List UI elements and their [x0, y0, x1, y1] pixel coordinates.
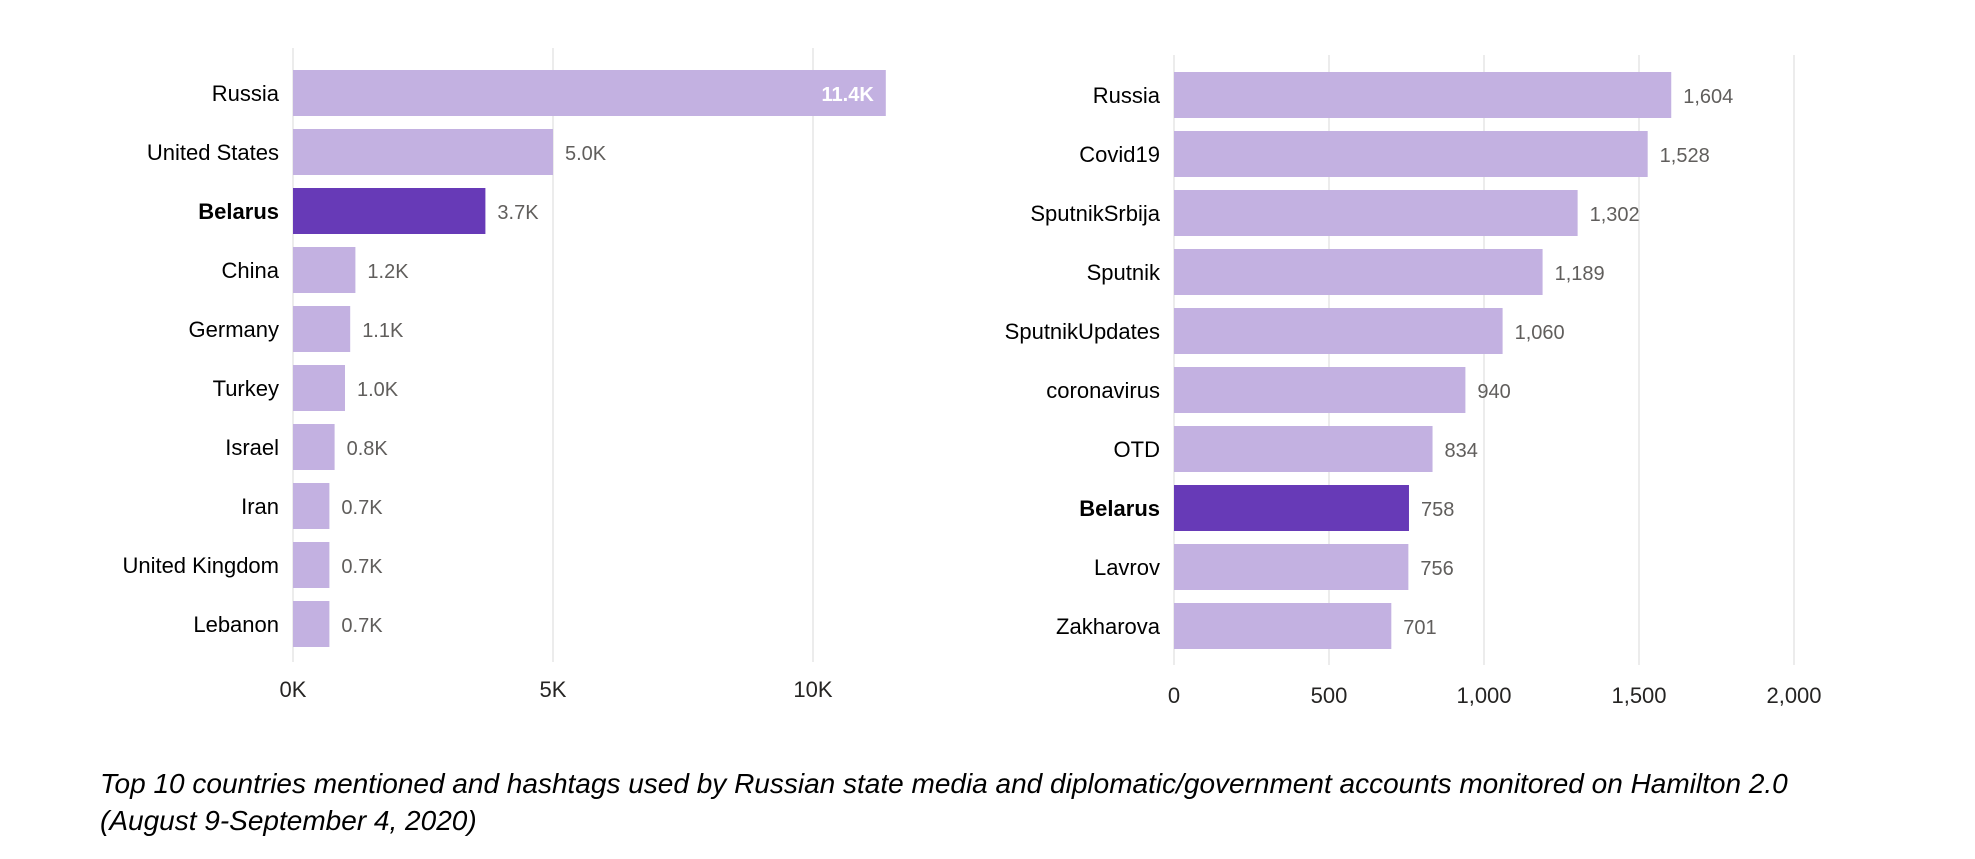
bar — [1174, 426, 1433, 472]
data-label: 1,302 — [1590, 204, 1640, 226]
data-label: 5.0K — [565, 143, 607, 165]
category-label: Zakharova — [1056, 614, 1161, 639]
bar — [293, 542, 330, 588]
category-label: Russia — [212, 81, 280, 106]
bar — [293, 129, 553, 175]
bar — [1174, 603, 1392, 649]
bar — [293, 70, 886, 116]
category-label: Belarus — [198, 199, 279, 224]
data-label: 1.2K — [367, 261, 409, 283]
x-tick-label: 2,000 — [1766, 683, 1821, 708]
data-label: 0.7K — [341, 556, 383, 578]
x-tick-label: 0K — [280, 677, 307, 702]
data-label: 0.8K — [347, 438, 389, 460]
x-tick-label: 0 — [1168, 683, 1180, 708]
x-tick-label: 10K — [793, 677, 832, 702]
category-label: Iran — [241, 494, 279, 519]
data-label: 756 — [1420, 558, 1453, 580]
x-tick-label: 500 — [1311, 683, 1348, 708]
data-label: 11.4K — [822, 84, 875, 106]
caption-line-1: Top 10 countries mentioned and hashtags … — [100, 768, 1788, 799]
category-label: Russia — [1093, 83, 1161, 108]
category-label: SputnikUpdates — [1005, 319, 1160, 344]
data-label: 834 — [1445, 440, 1478, 462]
data-label: 3.7K — [497, 202, 539, 224]
hashtags-bar-chart: 0 500 1,000 1,500 2,000 Russia 1,604 Covid19 1,5… — [1005, 55, 1822, 708]
bar — [1174, 190, 1578, 236]
data-label: 758 — [1421, 499, 1454, 521]
bar — [293, 306, 351, 352]
bar — [1174, 131, 1648, 177]
category-label: OTD — [1114, 437, 1160, 462]
bar — [1174, 544, 1409, 590]
category-label: Israel — [225, 435, 279, 460]
x-tick-label: 1,500 — [1611, 683, 1666, 708]
data-label: 1.1K — [362, 320, 404, 342]
data-label: 1.0K — [357, 379, 399, 401]
bar — [293, 365, 345, 411]
category-label: China — [222, 258, 280, 283]
category-label: Lavrov — [1094, 555, 1160, 580]
data-label: 1,189 — [1555, 263, 1605, 285]
bar — [293, 247, 356, 293]
category-label: Belarus — [1079, 496, 1160, 521]
category-label: Germany — [189, 317, 279, 342]
category-label: United States — [147, 140, 279, 165]
data-label: 0.7K — [341, 615, 383, 637]
data-label: 0.7K — [341, 497, 383, 519]
figure-caption: Top 10 countries mentioned and hashtags … — [100, 765, 1900, 839]
bar — [1174, 367, 1466, 413]
data-label: 1,060 — [1515, 322, 1565, 344]
category-label: SputnikSrbija — [1030, 201, 1160, 226]
bar — [1174, 308, 1503, 354]
category-label: Covid19 — [1079, 142, 1160, 167]
x-tick-label: 5K — [540, 677, 567, 702]
data-label: 1,528 — [1660, 145, 1710, 167]
data-label: 1,604 — [1683, 86, 1733, 108]
x-tick-label: 1,000 — [1456, 683, 1511, 708]
bar — [1174, 485, 1409, 531]
category-label: Turkey — [213, 376, 279, 401]
bar — [1174, 249, 1543, 295]
bar — [293, 601, 330, 647]
bar — [293, 424, 335, 470]
data-label: 940 — [1477, 381, 1510, 403]
category-label: coronavirus — [1046, 378, 1160, 403]
category-label: Sputnik — [1087, 260, 1161, 285]
category-label: Lebanon — [193, 612, 279, 637]
caption-line-2: (August 9-September 4, 2020) — [100, 805, 477, 836]
category-label: United Kingdom — [122, 553, 279, 578]
bar — [293, 483, 330, 529]
countries-bar-chart: 0K 5K 10K Russia 11.4K United States 5.0K Belar… — [122, 48, 886, 702]
data-label: 701 — [1403, 617, 1436, 639]
bar — [1174, 72, 1672, 118]
bar — [293, 188, 486, 234]
